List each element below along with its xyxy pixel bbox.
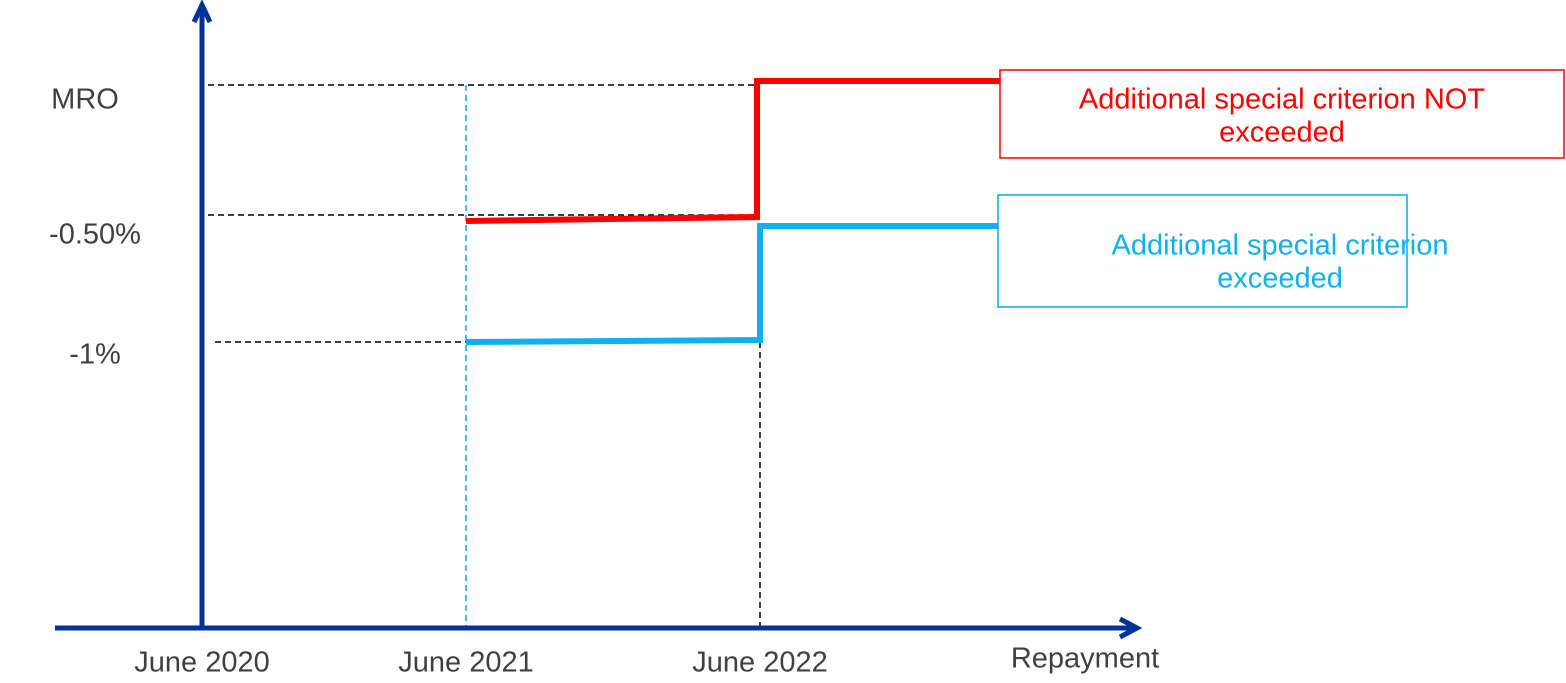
callout-box [997,194,1408,308]
y-label: -1% [69,339,121,371]
x-arrow [1118,616,1143,640]
callout-text: Additional special criterion NOT [1079,84,1485,116]
red-step [465,78,1000,224]
guides [208,84,761,628]
y-label: -0.50% [49,219,141,251]
blue-step [465,223,1000,345]
x-label: Repayment [1011,643,1159,675]
callout-text: exceeded [1219,117,1345,149]
y-label: MRO [51,84,119,116]
y-arrow [191,0,213,24]
callout-box [999,69,1565,159]
callout-text: exceeded [1217,263,1343,295]
x-label: June 2022 [692,647,827,679]
x-label: June 2020 [134,647,269,679]
x-label: June 2021 [398,647,533,679]
callout-text: Additional special criterion [1112,230,1449,262]
